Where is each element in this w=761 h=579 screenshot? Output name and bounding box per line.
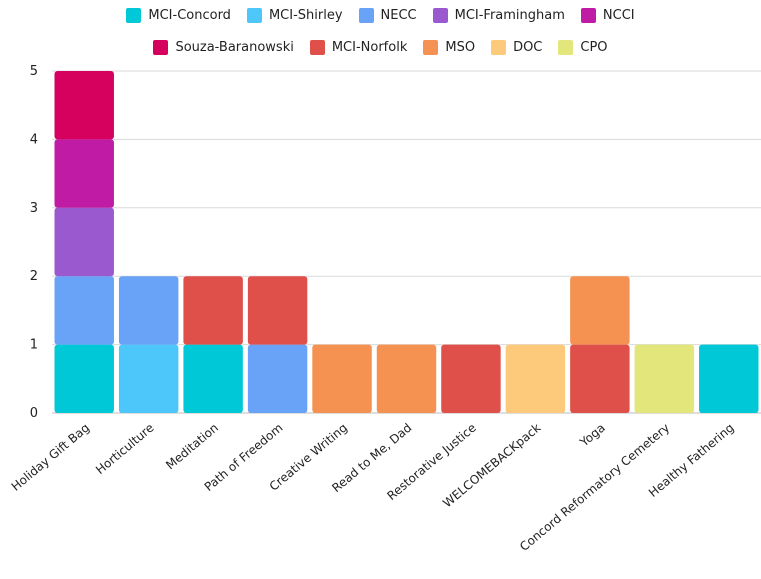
legend-swatch (432, 8, 448, 23)
y-tick-label: 5 (30, 64, 38, 79)
legend-label: MCI-Concord (148, 8, 231, 23)
bar-concord-reformatory-cemetery-cpo (634, 344, 695, 413)
bar-healthy-fathering-mci-concord (699, 344, 759, 413)
x-axis-ticks: Holiday Gift Bag Horticulture MeditationPa… (9, 421, 737, 554)
bar-yoga-mci-norfolk (570, 344, 630, 413)
legend-label: MSO (445, 40, 476, 55)
bar-read-to-me-dad-mso (376, 344, 437, 413)
legend-item-cpo: CPO (558, 40, 608, 55)
legend-label: NCCI (602, 8, 635, 23)
x-tick-label: Holiday Gift Bag (9, 421, 93, 494)
legend-label: MCI-Shirley (268, 8, 343, 23)
legend-item-mci-concord: MCI-Concord (126, 8, 231, 23)
bar-holiday-gift-bag-mci-framingham (54, 207, 114, 277)
legend-swatch (423, 40, 439, 55)
bar-creative-writing-mso (312, 344, 372, 413)
legend-item-necc: NECC (358, 8, 417, 23)
legend-item-souza-baranowski: Souza-Baranowski (153, 40, 294, 55)
bar-holiday-gift-bag-souza-baranowski (54, 71, 114, 140)
bar-horticulture-necc (118, 276, 179, 345)
y-tick-label: 2 (30, 269, 38, 284)
legend-swatch (558, 40, 574, 55)
bar-holiday-gift-bag-ncci (54, 139, 114, 208)
y-tick-label: 0 (30, 406, 38, 421)
legend-swatch (246, 8, 262, 23)
legend-row-2: Souza-Baranowski MCI-Norfolk MSO DOC CPO (0, 40, 761, 55)
legend-swatch (309, 40, 325, 55)
bar-path-of-freedom-mci-norfolk (247, 276, 308, 345)
chart-legend: MCI-Concord MCI-Shirley NECC MCI-Framingham… (0, 0, 761, 70)
legend-item-mci-framingham: MCI-Framingham (432, 8, 565, 23)
legend-swatch (491, 40, 507, 55)
bar-meditation-mci-norfolk (183, 276, 243, 345)
legend-swatch (580, 8, 596, 23)
bar-yoga-mso (570, 276, 630, 345)
x-tick-label: Horticulture (93, 421, 157, 478)
legend-item-mci-shirley: MCI-Shirley (246, 8, 343, 23)
bar-meditation-mci-concord (183, 344, 243, 413)
bar-horticulture-mci-shirley (118, 344, 179, 413)
bar-holiday-gift-bag-mci-concord (54, 344, 114, 413)
legend-label: NECC (380, 8, 417, 23)
legend-item-ncci: NCCI (580, 8, 635, 23)
x-tick-label: Yoga (577, 421, 608, 450)
legend-label: MCI-Framingham (454, 8, 565, 23)
legend-row-1: MCI-Concord MCI-Shirley NECC MCI-Framingham… (0, 8, 761, 23)
y-tick-label: 1 (30, 338, 38, 353)
bar-path-of-freedom-necc (247, 344, 308, 413)
legend-swatch (358, 8, 374, 23)
legend-label: MCI-Norfolk (331, 40, 408, 55)
y-axis-ticks: 0 1 2 3 4 5 (30, 64, 38, 421)
bar-restorative-justice-mci-norfolk (441, 344, 501, 413)
legend-swatch (153, 40, 169, 55)
legend-swatch (126, 8, 142, 23)
legend-label: Souza-Baranowski (175, 40, 294, 55)
legend-item-doc: DOC (491, 40, 542, 55)
y-tick-label: 3 (30, 201, 38, 216)
y-tick-label: 4 (30, 132, 38, 147)
bars (54, 71, 759, 413)
legend-label: CPO (580, 40, 608, 55)
bar-welcomebackpack-doc (505, 344, 566, 413)
legend-item-mso: MSO (423, 40, 475, 55)
legend-item-mci-norfolk: MCI-Norfolk (309, 40, 408, 55)
x-tick-label: Meditation (163, 421, 221, 473)
bar-holiday-gift-bag-necc (54, 276, 114, 345)
legend-label: DOC (513, 40, 543, 55)
